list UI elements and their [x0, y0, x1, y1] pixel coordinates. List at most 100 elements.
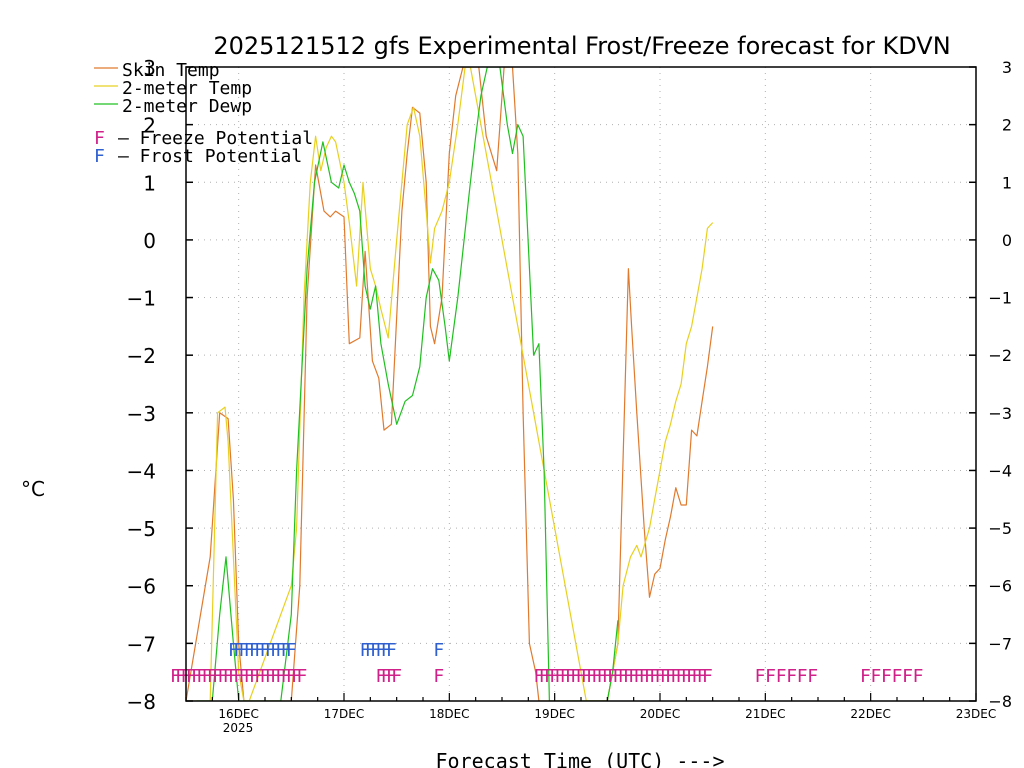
x-tick-label: 22DEC: [850, 707, 890, 721]
y-tick-label-left: −5: [127, 517, 156, 541]
freeze-mark: F: [549, 666, 560, 687]
frost-mark: F: [365, 640, 376, 661]
y-tick-label-right: 3: [1002, 58, 1012, 77]
freeze-mark: F: [212, 666, 223, 687]
freeze-mark: F: [381, 666, 392, 687]
freeze-mark: F: [913, 666, 924, 687]
freeze-mark: F: [644, 666, 655, 687]
freeze-mark: F: [871, 666, 882, 687]
x-tick-label: 23DEC: [956, 707, 996, 721]
y-tick-label-left: −7: [127, 632, 156, 656]
freeze-mark: F: [681, 666, 692, 687]
series-line-2-meter-dewp: [196, 67, 619, 701]
y-tick-label-left: 1: [143, 171, 156, 195]
freeze-mark: F: [597, 666, 608, 687]
freeze-mark: F: [191, 666, 202, 687]
chart-title: 2025121512 gfs Experimental Frost/Freeze…: [213, 32, 950, 60]
freeze-mark: F: [649, 666, 660, 687]
x-tick-label: 20DEC: [640, 707, 680, 721]
y-tick-label-right: −4: [988, 461, 1012, 480]
x-axis-label: Forecast Time (UTC) --->: [436, 749, 725, 768]
y-tick-label-left: 2: [143, 114, 156, 138]
freeze-mark: F: [386, 666, 397, 687]
freeze-mark: F: [881, 666, 892, 687]
y-tick-label-right: −7: [988, 634, 1012, 653]
freeze-mark: F: [612, 666, 623, 687]
freeze-mark: F: [207, 666, 218, 687]
x-tick-label: 21DEC: [745, 707, 785, 721]
series-line-2-meter-temp: [186, 67, 714, 701]
freeze-mark: F: [602, 666, 613, 687]
frost-mark: F: [381, 640, 392, 661]
legend-freeze-label: – Freeze Potential: [118, 128, 313, 149]
freeze-mark: F: [576, 666, 587, 687]
x-tick-label: 16DEC: [218, 707, 258, 721]
freeze-mark: F: [902, 666, 913, 687]
y-tick-label-left: −4: [127, 459, 156, 483]
freeze-mark: F: [555, 666, 566, 687]
freeze-mark: F: [249, 666, 260, 687]
legend-2m-temp-label: 2-meter Temp: [122, 78, 252, 99]
freeze-mark: F: [228, 666, 239, 687]
legend-frost-label: – Frost Potential: [118, 146, 302, 167]
x-tick-label: 18DEC: [429, 707, 469, 721]
freeze-mark: F: [786, 666, 797, 687]
y-tick-label-left: −1: [127, 287, 156, 311]
x-tick-label: 17DEC: [324, 707, 364, 721]
freeze-mark: F: [186, 666, 197, 687]
legend-freeze-letter: F: [94, 128, 105, 149]
freeze-mark: F: [634, 666, 645, 687]
freeze-mark: F: [223, 666, 234, 687]
freeze-mark: F: [702, 666, 713, 687]
frost-mark: F: [275, 640, 286, 661]
grid-lines: [186, 67, 976, 701]
freeze-mark: F: [217, 666, 228, 687]
legend-skin-temp-label: Skin Temp: [122, 60, 220, 81]
frost-mark: F: [286, 640, 297, 661]
freeze-mark: F: [260, 666, 271, 687]
frost-mark: F: [249, 640, 260, 661]
freeze-mark: F: [175, 666, 186, 687]
freeze-mark: F: [581, 666, 592, 687]
freeze-mark: F: [697, 666, 708, 687]
frost-mark: F: [370, 640, 381, 661]
freeze-mark: F: [655, 666, 666, 687]
freeze-mark: F: [270, 666, 281, 687]
freeze-mark: F: [639, 666, 650, 687]
frost-mark: F: [239, 640, 250, 661]
freeze-mark: F: [544, 666, 555, 687]
year-label: 2025: [223, 721, 254, 735]
legend: Skin Temp 2-meter Temp 2-meter Dewp F – …: [94, 60, 313, 167]
y-tick-label-left: −2: [127, 344, 156, 368]
x-tick-label: 19DEC: [534, 707, 574, 721]
frost-mark: F: [228, 640, 239, 661]
freeze-mark: F: [591, 666, 602, 687]
y-axis-label: °C: [21, 477, 45, 501]
freeze-mark: F: [755, 666, 766, 687]
freeze-mark: F: [170, 666, 181, 687]
freeze-mark: F: [797, 666, 808, 687]
y-tick-label-left: −3: [127, 402, 156, 426]
y-tick-label-left: 3: [143, 56, 156, 80]
frost-mark: F: [433, 640, 444, 661]
freeze-mark: F: [202, 666, 213, 687]
freeze-mark: F: [239, 666, 250, 687]
freeze-mark: F: [265, 666, 276, 687]
y-tick-label-right: −8: [988, 692, 1012, 711]
freeze-mark: F: [539, 666, 550, 687]
x-axis: 16DEC 17DEC 18DEC 19DEC 20DEC 21DEC 22DEC 23DEC: [185, 693, 996, 721]
freeze-mark: F: [660, 666, 671, 687]
y-tick-label-right: 0: [1002, 231, 1012, 250]
freeze-mark: F: [765, 666, 776, 687]
freeze-mark: F: [281, 666, 292, 687]
y-axis-right: −8 −7 −6 −5 −4 −3 −2 −1 0 1 2 3: [969, 58, 1012, 711]
y-tick-label-left: −8: [127, 690, 156, 714]
freeze-mark: F: [670, 666, 681, 687]
freeze-mark: F: [691, 666, 702, 687]
freeze-mark: F: [807, 666, 818, 687]
frost-mark: F: [233, 640, 244, 661]
frost-mark: F: [265, 640, 276, 661]
y-tick-label-right: −1: [988, 289, 1012, 308]
